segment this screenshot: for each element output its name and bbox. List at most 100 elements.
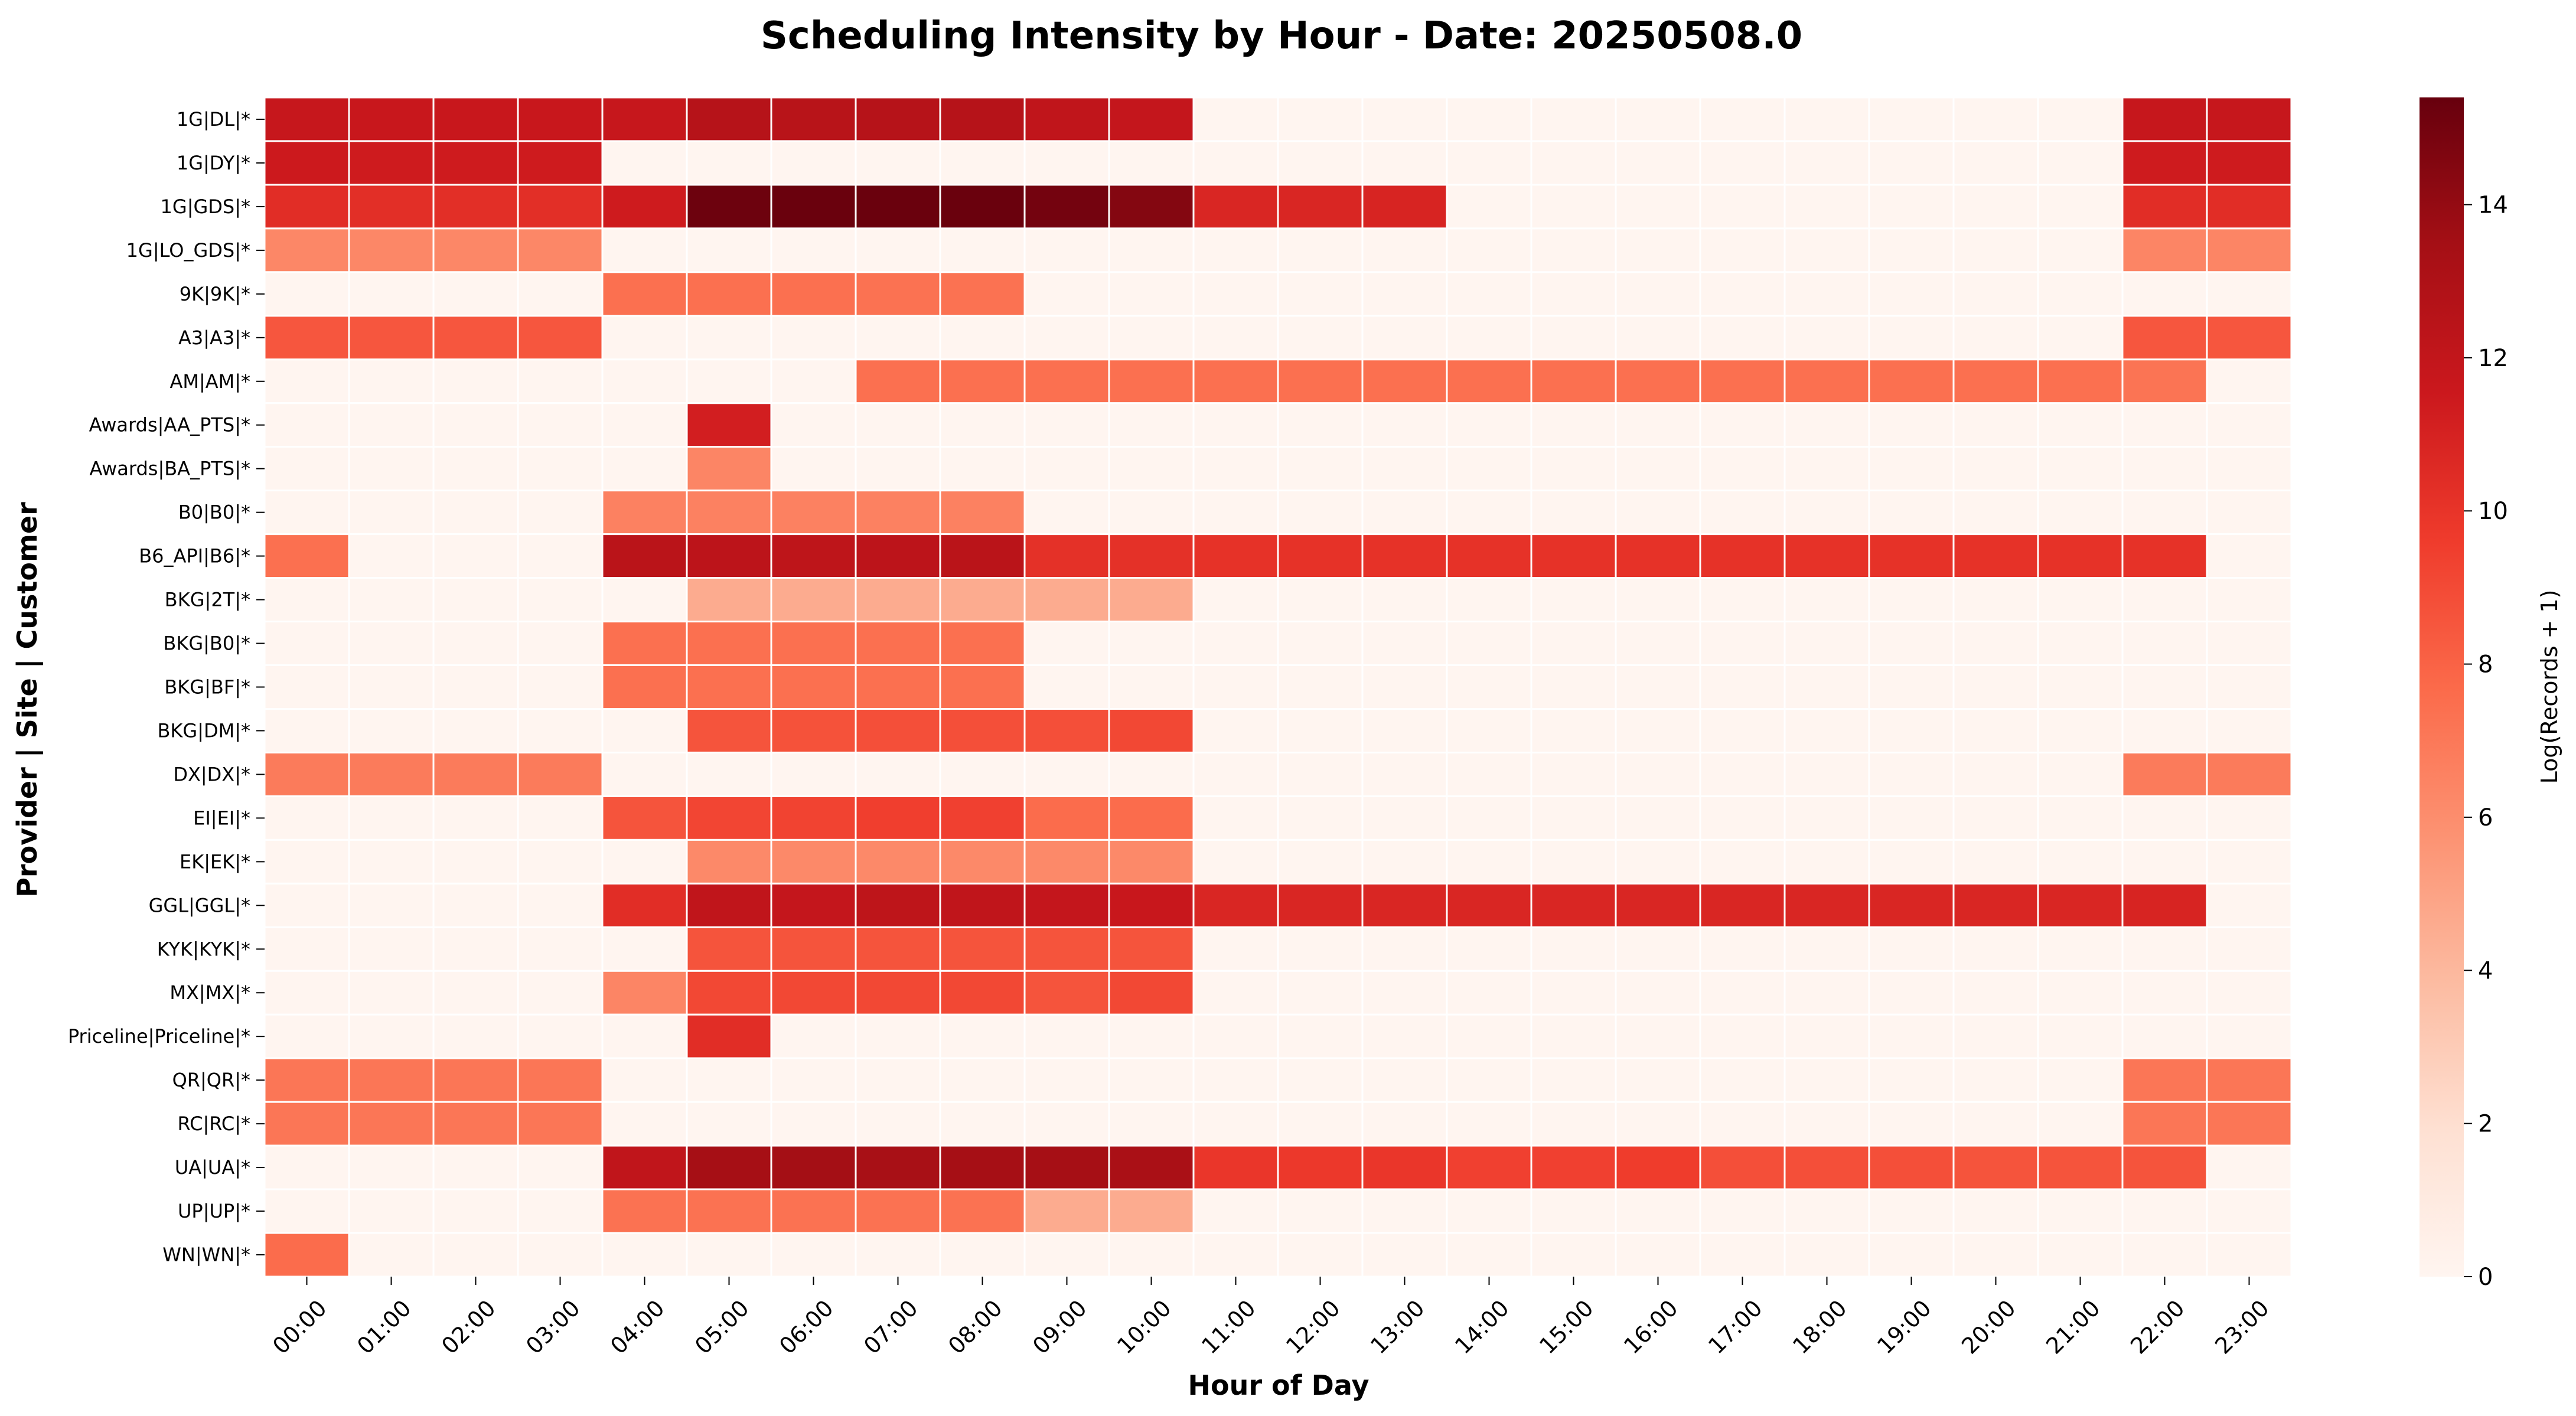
- heatmap-cell: [263, 882, 350, 928]
- heatmap-cell: [432, 751, 519, 797]
- heatmap-cell: [1615, 1101, 1701, 1147]
- heatmap-cell: [1023, 970, 1110, 1016]
- heatmap-cell: [517, 96, 604, 142]
- heatmap-cell: [2037, 926, 2124, 972]
- heatmap-cell: [1277, 1101, 1364, 1147]
- heatmap-cell: [1446, 533, 1532, 579]
- heatmap-cell: [1699, 577, 1786, 623]
- heatmap-cell: [1699, 446, 1786, 492]
- heatmap-cell: [1446, 140, 1532, 186]
- heatmap-cell: [1446, 577, 1532, 623]
- heatmap-cell: [1108, 1101, 1195, 1147]
- heatmap-cell: [1446, 838, 1532, 885]
- heatmap-cell: [1615, 184, 1701, 230]
- heatmap-cell: [1192, 751, 1279, 797]
- x-tick-label: 22:00: [2125, 1295, 2190, 1359]
- heatmap-cell: [2121, 1013, 2208, 1059]
- heatmap-cell: [2037, 1057, 2124, 1103]
- y-tick-label: A3|A3|*: [178, 327, 250, 349]
- heatmap-cell: [2121, 490, 2208, 536]
- heatmap-cell: [2037, 751, 2124, 797]
- heatmap-cell: [1952, 926, 2039, 972]
- x-tick-label: 01:00: [352, 1295, 416, 1359]
- heatmap-cell: [432, 1144, 519, 1190]
- colorbar-tick-label: 14: [2478, 192, 2508, 219]
- heatmap-cell: [1277, 1144, 1364, 1190]
- heatmap-cell: [348, 707, 435, 753]
- heatmap-cell: [1277, 1188, 1364, 1234]
- heatmap-cell: [432, 358, 519, 404]
- heatmap-cell: [517, 446, 604, 492]
- heatmap-cell: [1446, 664, 1532, 710]
- heatmap-cell: [770, 751, 857, 797]
- heatmap-cell: [2121, 577, 2208, 623]
- heatmap-cell: [432, 882, 519, 928]
- y-tick-label: 1G|GDS|*: [161, 195, 250, 218]
- heatmap-cell: [348, 1232, 435, 1278]
- heatmap-cell: [517, 1232, 604, 1278]
- heatmap-cell: [1361, 490, 1448, 536]
- heatmap-cell: [1783, 664, 1870, 710]
- y-tick-label: UA|UA|*: [175, 1156, 250, 1179]
- heatmap-cell: [1868, 577, 1955, 623]
- heatmap-cell: [2037, 490, 2124, 536]
- heatmap-cell: [1023, 490, 1110, 536]
- heatmap-cell: [1699, 271, 1786, 317]
- heatmap-cell: [263, 402, 350, 448]
- heatmap-cell: [601, 358, 688, 404]
- heatmap-cell: [1023, 664, 1110, 710]
- heatmap-cell: [1192, 402, 1279, 448]
- heatmap-cell: [686, 271, 772, 317]
- heatmap-cell: [2206, 707, 2293, 753]
- heatmap-cell: [939, 1101, 1026, 1147]
- heatmap-cell: [939, 140, 1026, 186]
- heatmap-cell: [432, 446, 519, 492]
- heatmap-cell: [1108, 751, 1195, 797]
- heatmap-cell: [770, 1232, 857, 1278]
- heatmap-cell: [1530, 184, 1617, 230]
- heatmap-cell: [770, 882, 857, 928]
- heatmap-cell: [2037, 402, 2124, 448]
- heatmap-cell: [1699, 358, 1786, 404]
- heatmap-cell: [1783, 795, 1870, 841]
- heatmap-cell: [1277, 1057, 1364, 1103]
- heatmap-cell: [1952, 402, 2039, 448]
- y-axis-ticks: 1G|DL|* 1G|DY|* 1G|GDS|* 1G|LO_GDS|* 9K|9K|*…: [68, 108, 265, 1266]
- heatmap-cell: [2206, 358, 2293, 404]
- heatmap-cell: [1699, 1232, 1786, 1278]
- colorbar-tick-label: 0: [2478, 1264, 2493, 1291]
- heatmap-cell: [855, 1057, 941, 1103]
- heatmap-cell: [1277, 315, 1364, 361]
- heatmap-cell: [2037, 795, 2124, 841]
- heatmap-cell: [855, 795, 941, 841]
- heatmap-cell: [1446, 227, 1532, 273]
- x-tick-label: 18:00: [1788, 1295, 1852, 1359]
- heatmap-cell: [1361, 358, 1448, 404]
- heatmap-cell: [686, 227, 772, 273]
- y-tick-label: EI|EI|*: [193, 807, 250, 829]
- heatmap-cell: [1108, 402, 1195, 448]
- heatmap-cell: [2037, 358, 2124, 404]
- heatmap-cell: [348, 1188, 435, 1234]
- heatmap-cell: [601, 707, 688, 753]
- heatmap-cell: [348, 184, 435, 230]
- heatmap-cell: [432, 664, 519, 710]
- heatmap-cell: [939, 358, 1026, 404]
- heatmap-cell: [1446, 315, 1532, 361]
- heatmap-cell: [1530, 402, 1617, 448]
- heatmap-cell: [1699, 315, 1786, 361]
- heatmap-cell: [939, 184, 1026, 230]
- heatmap-cell: [1192, 664, 1279, 710]
- heatmap-cell: [1699, 490, 1786, 536]
- heatmap-cell: [2206, 402, 2293, 448]
- heatmap-cell: [2121, 271, 2208, 317]
- heatmap-cell: [1868, 664, 1955, 710]
- heatmap-cell: [2121, 664, 2208, 710]
- heatmap-cell: [1192, 621, 1279, 667]
- heatmap-cell: [770, 140, 857, 186]
- heatmap-cell: [517, 970, 604, 1016]
- heatmap-cell: [1615, 140, 1701, 186]
- heatmap-cell: [1192, 533, 1279, 579]
- heatmap-cell: [1023, 838, 1110, 885]
- heatmap-cell: [348, 1057, 435, 1103]
